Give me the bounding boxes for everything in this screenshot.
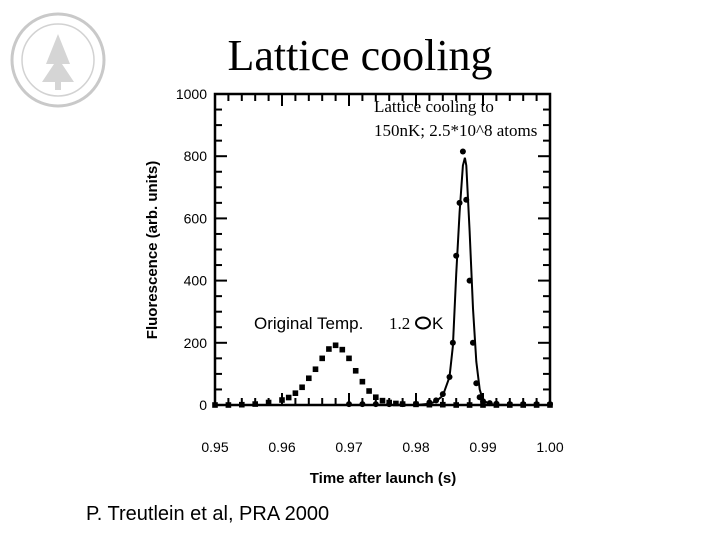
data-point-square <box>373 394 379 401</box>
slide-title: Lattice cooling <box>227 31 493 80</box>
data-point-square <box>312 366 319 373</box>
data-point-circle <box>386 401 393 408</box>
data-point-square <box>212 402 218 408</box>
y-tick-label: 200 <box>184 335 208 351</box>
data-point-circle <box>426 399 433 406</box>
tick-labels: 0.95 0.96 0.97 0.98 0.99 1.00 0 200 400 600 800 100… <box>176 86 564 455</box>
data-point-circle <box>446 374 453 381</box>
data-point-square <box>466 402 473 408</box>
degree-symbol-glyph <box>415 316 431 330</box>
data-point-square <box>326 346 332 352</box>
annotation-original-value: 1.2 <box>389 314 410 333</box>
data-point-circle <box>359 401 366 408</box>
data-point-circle <box>453 252 460 259</box>
annotation-original-unit: K <box>432 314 444 333</box>
data-point-circle <box>372 401 379 408</box>
data-point-circle <box>459 148 466 155</box>
annotation-lattice-line1: Lattice cooling to <box>374 97 494 116</box>
y-tick-label: 800 <box>184 148 208 164</box>
data-point-circle <box>466 277 473 284</box>
data-point-square <box>299 384 305 391</box>
data-point-circle <box>433 397 440 404</box>
data-point-square <box>285 394 292 401</box>
data-point-circle <box>413 400 419 407</box>
data-point-square <box>339 346 346 353</box>
data-point-circle <box>463 196 470 203</box>
data-point-circle <box>439 391 446 398</box>
annotation-original-temp: Original Temp. 1.2 K <box>254 314 444 333</box>
data-point-circle <box>449 339 456 346</box>
data-point-circle <box>493 400 500 407</box>
data-point-square <box>225 402 232 408</box>
data-points <box>212 148 553 408</box>
data-point-square <box>306 375 312 382</box>
data-point-circle <box>480 398 486 405</box>
data-point-square <box>279 397 285 403</box>
data-point-circle <box>547 401 553 408</box>
x-tick-label: 0.96 <box>268 439 295 455</box>
x-tick-label: 0.97 <box>335 439 362 455</box>
data-point-square <box>366 388 372 394</box>
data-point-circle <box>533 401 540 408</box>
data-point-square <box>453 402 459 408</box>
data-point-circle <box>520 401 527 408</box>
data-point-square <box>252 401 258 407</box>
citation: P. Treutlein et al, PRA 2000 <box>86 503 330 525</box>
data-point-square <box>379 397 386 404</box>
axis-ticks <box>214 93 551 406</box>
data-point-square <box>265 399 272 406</box>
data-point-square <box>359 378 366 385</box>
university-seal-watermark <box>10 12 106 108</box>
data-point-square <box>440 401 446 408</box>
x-tick-label: 0.99 <box>469 439 496 455</box>
data-point-square <box>332 342 339 349</box>
y-tick-label: 400 <box>184 273 208 289</box>
data-point-square <box>239 401 245 408</box>
y-axis-label: Fluorescence (arb. units) <box>144 161 161 339</box>
data-point-square <box>319 355 325 362</box>
data-point-circle <box>473 380 480 387</box>
fit-curve <box>349 157 550 406</box>
x-tick-label: 0.98 <box>402 439 429 455</box>
y-tick-label: 1000 <box>176 86 207 102</box>
data-point-circle <box>399 401 406 408</box>
x-tick-label: 0.95 <box>201 439 228 455</box>
annotation-original-prefix: Original Temp. <box>254 314 368 333</box>
annotation-lattice-line2: 150nK; 2.5*10^8 atoms <box>374 121 537 140</box>
plot-frame <box>213 92 552 407</box>
data-point-square <box>393 400 399 407</box>
y-tick-label: 0 <box>199 397 207 413</box>
data-point-circle <box>476 394 483 401</box>
data-point-square <box>352 367 359 374</box>
y-tick-label: 600 <box>184 210 208 226</box>
data-point-circle <box>469 339 476 346</box>
data-point-circle <box>456 199 463 206</box>
x-axis-label: Time after launch (s) <box>310 470 456 487</box>
data-point-square <box>292 390 299 396</box>
data-point-circle <box>506 401 513 408</box>
data-point-circle <box>346 401 352 408</box>
data-point-circle <box>486 400 493 407</box>
x-tick-label: 1.00 <box>536 439 563 455</box>
data-point-square <box>346 355 352 362</box>
data-point-square <box>480 402 486 408</box>
